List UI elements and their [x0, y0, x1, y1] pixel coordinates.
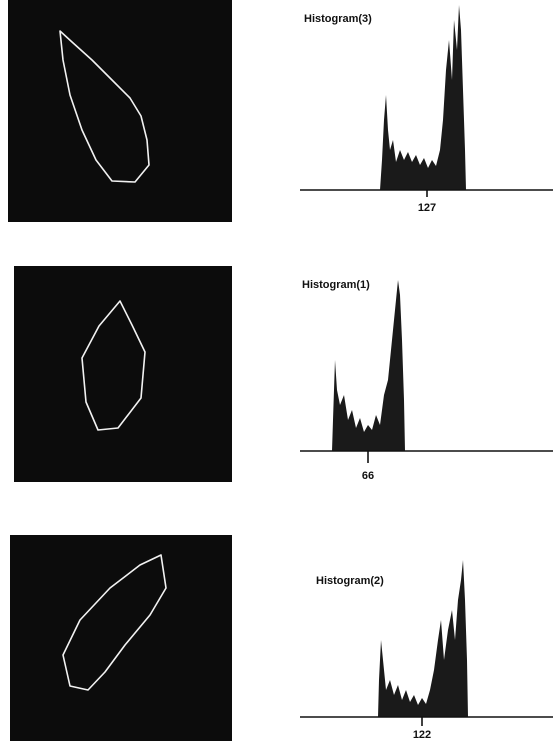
histogram-title: Histogram(1) — [302, 279, 370, 291]
image — [10, 535, 232, 741]
histogram-title: Histogram(2) — [316, 575, 384, 587]
histogram-bars — [332, 280, 405, 451]
image — [8, 0, 232, 222]
panel: Histogram(3) 127 — [8, 0, 553, 222]
tick-label: 127 — [418, 202, 436, 214]
histogram-bars — [378, 560, 468, 717]
tick-label: 66 — [362, 470, 374, 482]
tick-label: 122 — [413, 729, 431, 741]
histogram-title: Histogram(3) — [304, 13, 372, 25]
panel: Histogram(1) 66 — [14, 266, 553, 482]
panel: Histogram(2) 122 — [10, 535, 553, 741]
image — [14, 266, 232, 482]
page: {"panels": [ {"histogram": {"title": "Hi… — [0, 0, 553, 741]
figure: Histogram(3) 127 Histogram(1) 66 Histogr… — [0, 0, 553, 741]
histogram-bars — [380, 5, 466, 190]
